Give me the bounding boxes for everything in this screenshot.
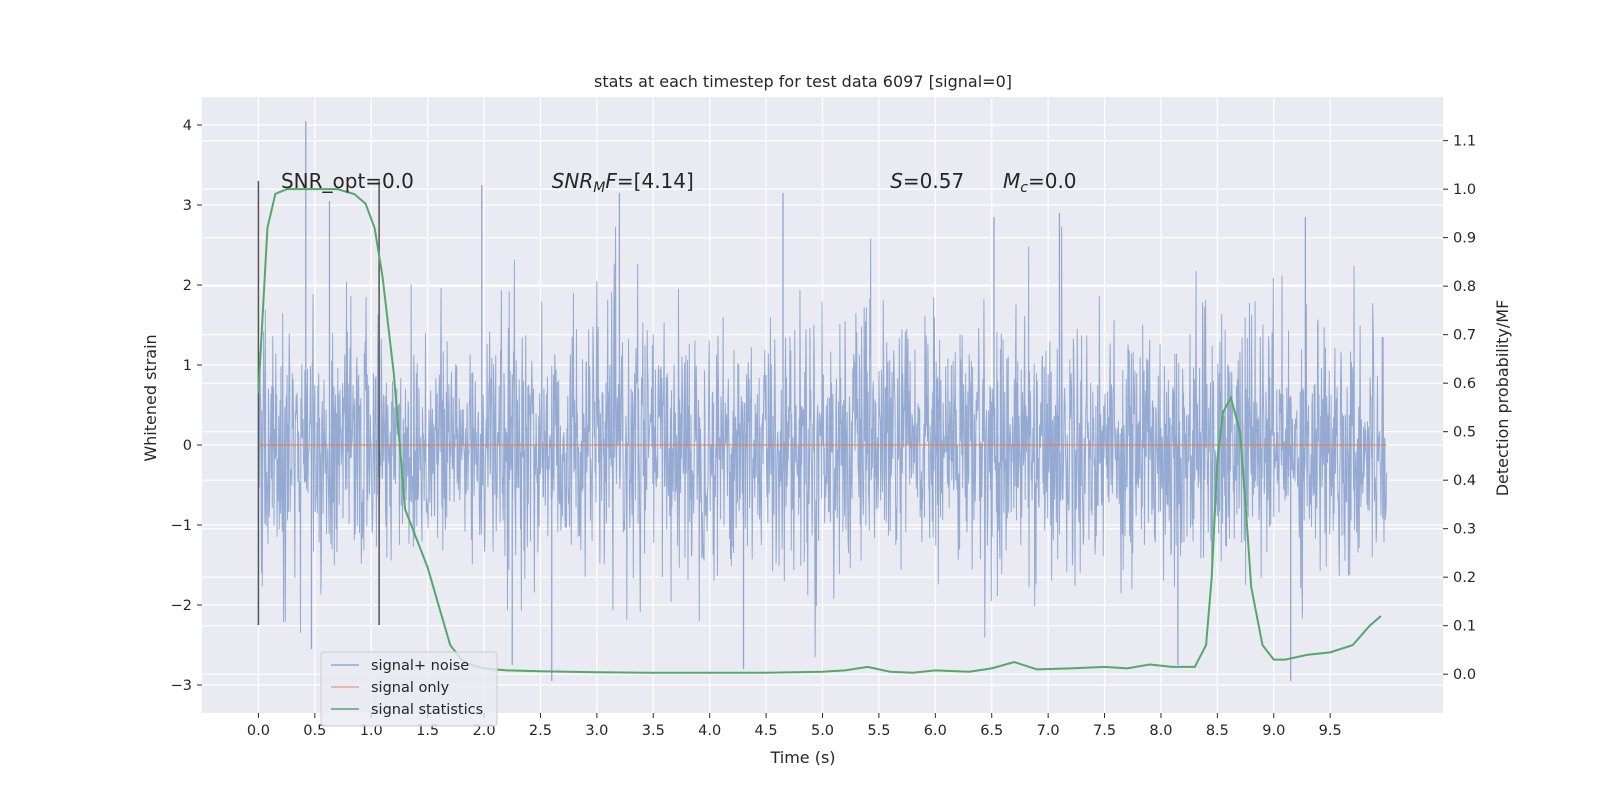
signal-statistics-line bbox=[257, 188, 1382, 674]
x-tick-label: 7.5 bbox=[1093, 723, 1116, 739]
x-tick-label: 5.0 bbox=[811, 723, 834, 739]
y-tick-label: −1 bbox=[171, 518, 192, 534]
annotation: SNRMF=[4.14] bbox=[552, 169, 694, 196]
x-tick-label: 1.0 bbox=[360, 723, 383, 739]
x-tick-label: 8.5 bbox=[1206, 723, 1229, 739]
legend-box bbox=[320, 651, 498, 727]
y-tick-label: 0 bbox=[183, 438, 192, 454]
noise-trace bbox=[257, 226, 1388, 658]
series-signal-noise bbox=[257, 121, 1388, 681]
y2-tick-label: 0.6 bbox=[1453, 376, 1476, 392]
annotation: S=0.57 bbox=[890, 169, 964, 193]
y-axis-label: Whitened strain bbox=[141, 334, 160, 461]
y2-tick-label: 0.2 bbox=[1453, 570, 1476, 586]
chart-title: stats at each timestep for test data 609… bbox=[594, 72, 1012, 91]
x-tick-label: 3.0 bbox=[585, 723, 608, 739]
legend-label-signal-only: signal only bbox=[371, 680, 450, 696]
x-tick-label: 0.0 bbox=[247, 723, 270, 739]
x-tick-label: 2.0 bbox=[473, 723, 496, 739]
x-tick-label: 5.5 bbox=[867, 723, 890, 739]
y-tick-label: 1 bbox=[183, 358, 192, 374]
annotation: Mc=0.0 bbox=[1003, 169, 1077, 196]
y2-tick-label: 1.0 bbox=[1453, 182, 1476, 198]
x-tick-label: 9.5 bbox=[1319, 723, 1342, 739]
legend-label-signal-statistics: signal statistics bbox=[371, 702, 483, 718]
y2-tick-label: 0.8 bbox=[1453, 279, 1476, 295]
annotations: SNR_opt=0.0 SNRMF=[4.14] S=0.57 Mc=0.0 bbox=[281, 169, 1077, 196]
x-axis-label: Time (s) bbox=[769, 748, 835, 767]
series-signal-statistics bbox=[257, 188, 1382, 674]
x-tick-label: 9.0 bbox=[1262, 723, 1285, 739]
y-tick-label: 3 bbox=[183, 198, 192, 214]
y-tick-label: −3 bbox=[171, 678, 192, 694]
x-tick-label: 2.5 bbox=[529, 723, 552, 739]
y-tick-label: 2 bbox=[183, 278, 192, 294]
x-tick-label: 8.0 bbox=[1149, 723, 1172, 739]
x-tick-label: 1.5 bbox=[416, 723, 439, 739]
y2-tick-label: 0.7 bbox=[1453, 328, 1476, 344]
x-tick-label: 4.0 bbox=[698, 723, 721, 739]
y2-axis-label: Detection probability/MF bbox=[1493, 300, 1512, 497]
x-tick-label: 3.5 bbox=[642, 723, 665, 739]
y2-tick-label: 0.1 bbox=[1453, 619, 1476, 635]
y2-tick-label: 0.5 bbox=[1453, 425, 1476, 441]
y-tick-label: −2 bbox=[171, 598, 192, 614]
legend-label-signal-noise: signal+ noise bbox=[371, 658, 469, 674]
y2-tick-label: 1.1 bbox=[1453, 134, 1476, 150]
legend: signal+ noise signal only signal statist… bbox=[320, 651, 498, 727]
y2-tick-label: 0.9 bbox=[1453, 231, 1476, 247]
y2-tick-label: 0.3 bbox=[1453, 522, 1476, 538]
x-tick-label: 7.0 bbox=[1037, 723, 1060, 739]
annotation: SNR_opt=0.0 bbox=[281, 169, 414, 193]
x-tick-label: 4.5 bbox=[755, 723, 778, 739]
y2-tick-label: 0.4 bbox=[1453, 473, 1476, 489]
y-tick-label: 4 bbox=[183, 118, 192, 134]
x-tick-label: 6.0 bbox=[924, 723, 947, 739]
y2-tick-label: 0.0 bbox=[1453, 667, 1476, 683]
axes: 0.0 0.5 1.0 1.5 2.0 2.5 3.0 3.5 4.0 4.5 5.0 5.5 6.0 6… bbox=[171, 118, 1476, 739]
x-tick-label: 6.5 bbox=[980, 723, 1003, 739]
x-tick-label: 0.5 bbox=[303, 723, 326, 739]
